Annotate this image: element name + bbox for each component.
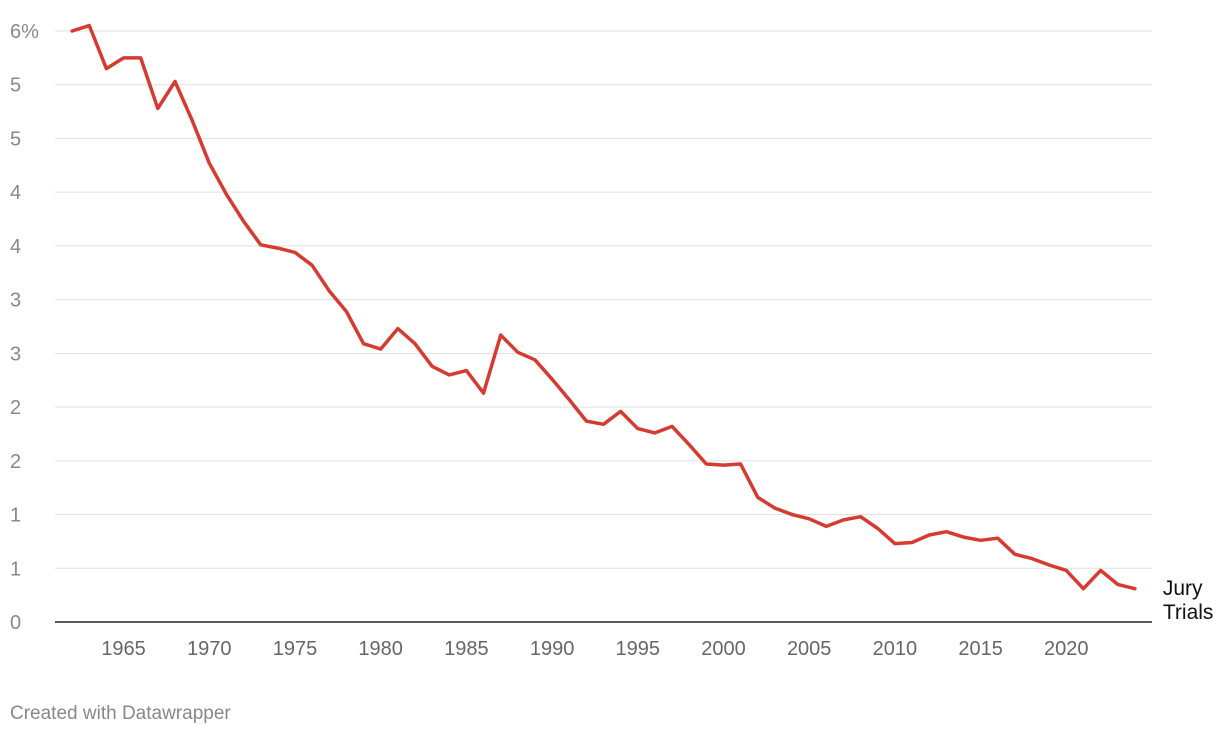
x-tick-label: 1975 <box>273 638 318 660</box>
data-point <box>687 443 691 447</box>
x-tick-label: 1965 <box>101 638 146 660</box>
series-label-line: Trials <box>1163 601 1214 624</box>
y-tick-label: 1 <box>10 558 21 580</box>
data-point <box>773 506 777 510</box>
x-tick-label: 2015 <box>958 638 1003 660</box>
data-point <box>704 462 708 466</box>
data-point <box>1047 563 1051 567</box>
data-point <box>104 67 108 71</box>
data-point <box>276 246 280 250</box>
y-axis-tick-labels: 0 1 1 2 2 3 3 4 4 5 5 6% <box>10 21 39 634</box>
data-point <box>927 533 931 537</box>
data-point <box>619 409 623 413</box>
data-point <box>567 398 571 402</box>
x-tick-label: 2020 <box>1044 638 1089 660</box>
y-tick-label: 6% <box>10 21 39 43</box>
data-point <box>670 424 674 428</box>
x-tick-label: 2005 <box>787 638 832 660</box>
x-tick-label: 1980 <box>358 638 403 660</box>
y-tick-label: 2 <box>10 397 21 419</box>
data-point <box>310 263 314 267</box>
data-point <box>122 56 126 60</box>
data-point <box>224 192 228 196</box>
data-point <box>344 309 348 313</box>
x-axis-tick-labels: 1965 1970 1975 1980 1985 1990 1995 2000 2005 2010… <box>101 638 1088 660</box>
x-tick-label: 1995 <box>616 638 661 660</box>
data-point <box>739 462 743 466</box>
data-point <box>190 118 194 122</box>
datawrapper-credit: Created with Datawrapper <box>10 703 231 724</box>
data-point <box>636 427 640 431</box>
data-point <box>1133 587 1137 591</box>
data-point <box>413 342 417 346</box>
y-tick-label: 4 <box>10 236 21 258</box>
grid-lines <box>55 30 1152 569</box>
data-point <box>362 342 366 346</box>
x-tick-label: 1990 <box>530 638 575 660</box>
x-tick-label: 2000 <box>701 638 746 660</box>
data-point <box>207 161 211 165</box>
data-point <box>653 431 657 435</box>
data-point <box>173 80 177 84</box>
data-point <box>996 536 1000 540</box>
data-point <box>602 422 606 426</box>
data-point <box>156 106 160 110</box>
data-point <box>807 517 811 521</box>
data-point <box>910 540 914 544</box>
y-tick-label: 1 <box>10 505 21 527</box>
data-point <box>1099 568 1103 572</box>
data-point <box>396 327 400 331</box>
data-point <box>1116 582 1120 586</box>
data-point <box>242 219 246 223</box>
data-point <box>499 333 503 337</box>
data-point <box>1013 552 1017 556</box>
data-point <box>790 513 794 517</box>
data-point <box>944 530 948 534</box>
data-point <box>430 364 434 368</box>
data-point <box>824 524 828 528</box>
series-layer: Jury Trials <box>70 23 1214 624</box>
data-point <box>876 527 880 531</box>
data-point <box>859 515 863 519</box>
data-point <box>259 243 263 247</box>
series-line-jury-trials <box>70 23 1137 591</box>
data-point <box>841 518 845 522</box>
data-point <box>70 29 74 33</box>
data-point <box>1081 587 1085 591</box>
data-point <box>721 463 725 467</box>
y-tick-label: 0 <box>10 612 21 634</box>
series-label-line: Jury <box>1163 577 1203 600</box>
data-point <box>139 56 143 60</box>
x-tick-label: 1970 <box>187 638 232 660</box>
data-point <box>1064 568 1068 572</box>
data-point <box>87 24 91 28</box>
data-point <box>584 419 588 423</box>
data-point <box>482 391 486 395</box>
y-tick-label: 5 <box>10 75 21 97</box>
y-tick-label: 4 <box>10 182 21 204</box>
data-point <box>293 250 297 254</box>
y-tick-label: 2 <box>10 451 21 473</box>
data-point <box>979 538 983 542</box>
y-tick-label: 3 <box>10 343 21 365</box>
data-point <box>1030 557 1034 561</box>
data-point <box>550 377 554 381</box>
data-point <box>961 535 965 539</box>
data-point <box>893 542 897 546</box>
data-point <box>516 350 520 354</box>
series-label: Jury Trials <box>1163 577 1214 624</box>
data-point <box>447 373 451 377</box>
x-tick-label: 2010 <box>873 638 918 660</box>
y-tick-label: 3 <box>10 290 21 312</box>
x-tick-label: 1985 <box>444 638 489 660</box>
data-point <box>756 495 760 499</box>
data-point <box>379 347 383 351</box>
y-tick-label: 5 <box>10 128 21 150</box>
data-point <box>327 289 331 293</box>
data-point <box>464 369 468 373</box>
data-point <box>533 358 537 362</box>
